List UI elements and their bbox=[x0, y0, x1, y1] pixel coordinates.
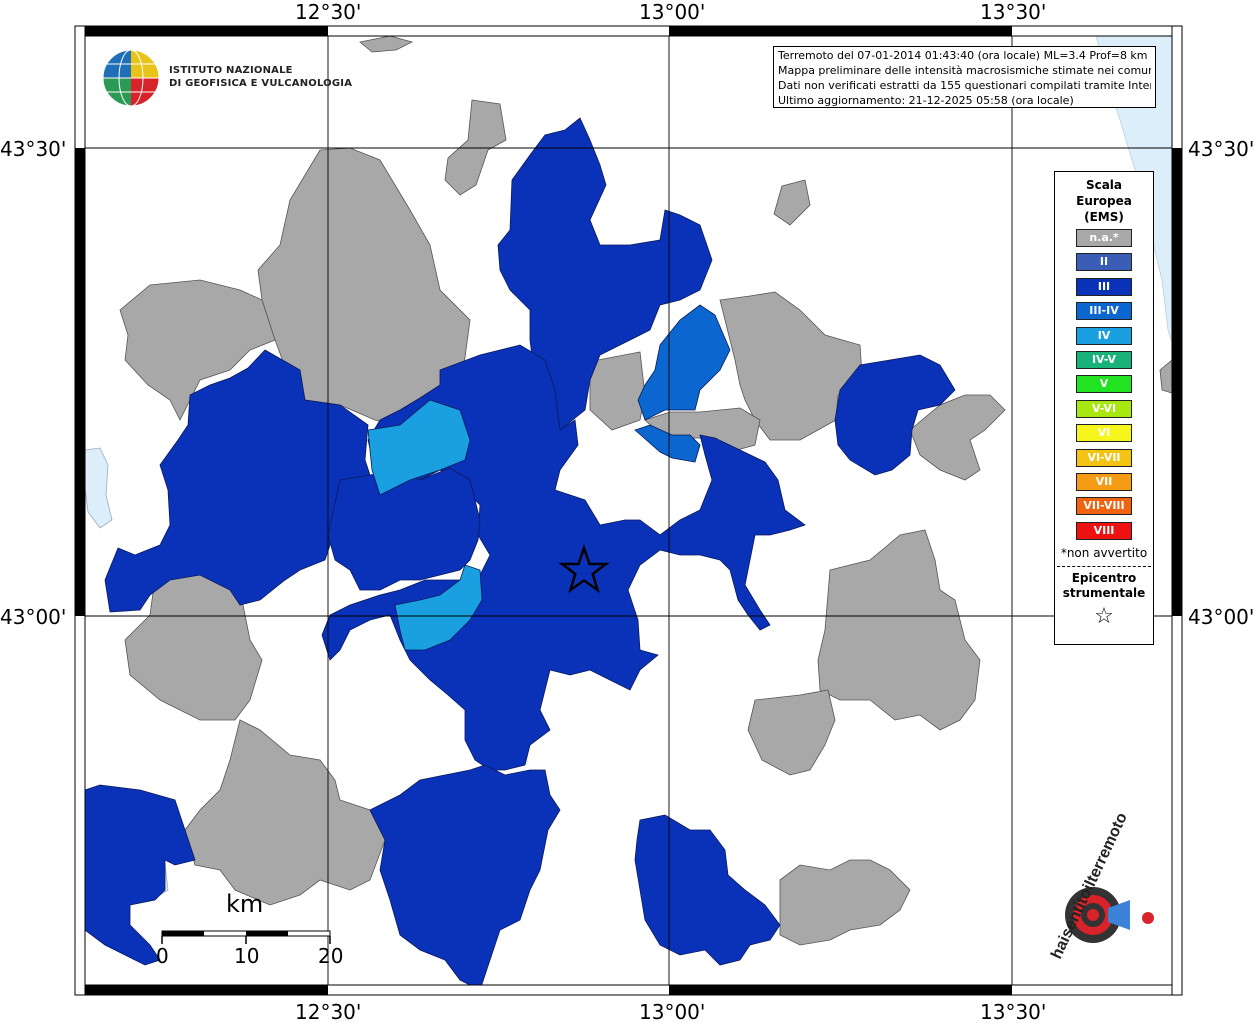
municipality-na bbox=[184, 719, 386, 906]
legend-epicenter-label: Epicentro strumentale bbox=[1055, 571, 1153, 601]
legend-item: VI-VII bbox=[1076, 448, 1132, 467]
lon-label-top: 13°00' bbox=[639, 0, 706, 24]
legend-epicenter-line: Epicentro bbox=[1071, 571, 1137, 586]
lon-label-bottom: 13°00' bbox=[639, 1000, 706, 1024]
municipality-iii-iv bbox=[637, 304, 731, 421]
lon-label-bottom: 12°30' bbox=[295, 1000, 362, 1024]
municipality-iii bbox=[497, 117, 713, 431]
scale-tick-label: 10 bbox=[234, 944, 260, 968]
legend-note: *non avvertito bbox=[1060, 546, 1148, 561]
municipalities-not-felt bbox=[119, 35, 1179, 946]
legend-items: n.a.* II III III-IV IV IV-V V V-VI VI VI-VII VII VI… bbox=[1055, 229, 1153, 540]
legend-item: II bbox=[1076, 253, 1132, 272]
municipalities-intensity-iv bbox=[367, 399, 483, 651]
ems-legend: Scala Europea (EMS) n.a.* II III III-IV IV IV… bbox=[1054, 171, 1154, 645]
lon-label-top: 12°30' bbox=[295, 0, 362, 24]
municipality-na bbox=[909, 394, 1006, 481]
scale-bar bbox=[161, 930, 331, 944]
coordinate-grid bbox=[75, 26, 1182, 995]
municipality-iii bbox=[369, 764, 561, 991]
municipality-na bbox=[359, 35, 414, 53]
municipality-na bbox=[119, 279, 276, 421]
municipality-iii bbox=[327, 467, 481, 591]
legend-item: V-VI bbox=[1076, 399, 1132, 418]
scale-unit: km bbox=[226, 890, 264, 918]
municipality-na bbox=[773, 179, 811, 226]
legend-title: Scala Europea (EMS) bbox=[1055, 177, 1153, 225]
lat-label-left: 43°30' bbox=[0, 137, 67, 161]
ingv-logo-line: ISTITUTO NAZIONALE bbox=[169, 65, 293, 76]
scale-tick-label: 20 bbox=[318, 944, 344, 968]
municipality-na bbox=[747, 689, 836, 776]
municipality-na bbox=[589, 351, 646, 431]
legend-item: III bbox=[1076, 277, 1132, 296]
legend-item: IV-V bbox=[1076, 350, 1132, 369]
municipalities-intensity-iii-iv bbox=[634, 304, 731, 463]
legend-item: n.a.* bbox=[1076, 229, 1132, 247]
legend-title-line: (EMS) bbox=[1084, 210, 1124, 224]
lat-label-left: 43°00' bbox=[0, 605, 67, 629]
ingv-logo-text: ISTITUTO NAZIONALE DI GEOFISICA E VULCAN… bbox=[169, 64, 352, 90]
event-info-line: Terremoto del 07-01-2014 01:43:40 (ora l… bbox=[778, 49, 1148, 62]
legend-star-icon: ☆ bbox=[1094, 604, 1114, 630]
ingv-logo-icon bbox=[102, 49, 160, 107]
municipality-iii bbox=[84, 784, 196, 966]
municipality-na bbox=[779, 859, 911, 946]
ingv-logo-line: DI GEOFISICA E VULCANOLOGIA bbox=[169, 78, 353, 89]
legend-item: V bbox=[1076, 375, 1132, 394]
event-info-line: Ultimo aggiornamento: 21-12-2025 05:58 (… bbox=[778, 94, 1074, 107]
frame-ticks bbox=[74, 25, 1183, 996]
legend-item: III-IV bbox=[1076, 302, 1132, 321]
legend-epicenter-line: strumentale bbox=[1062, 586, 1146, 601]
legend-item: IV bbox=[1076, 326, 1132, 345]
legend-item: VII bbox=[1076, 472, 1132, 491]
lon-label-bottom: 13°30' bbox=[980, 1000, 1047, 1024]
event-info-box: Terremoto del 07-01-2014 01:43:40 (ora l… bbox=[773, 46, 1156, 108]
event-info-line: Mappa preliminare delle intensità macros… bbox=[778, 64, 1151, 77]
scale-tick-label: 0 bbox=[156, 944, 169, 968]
legend-item: VII-VIII bbox=[1076, 497, 1132, 516]
municipality-iv bbox=[394, 564, 483, 651]
lon-label-top: 13°30' bbox=[980, 0, 1047, 24]
municipality-iv bbox=[367, 399, 471, 496]
lat-label-right: 43°00' bbox=[1188, 605, 1255, 629]
municipality-iii bbox=[634, 814, 781, 966]
legend-title-line: Europea bbox=[1076, 194, 1132, 208]
event-info-line: Dati non verificati estratti da 155 ques… bbox=[778, 79, 1151, 92]
municipality-iii-iv bbox=[634, 424, 701, 463]
legend-divider bbox=[1057, 566, 1151, 568]
legend-item: VI bbox=[1076, 424, 1132, 443]
legend-item: VIII bbox=[1076, 521, 1132, 540]
lat-label-right: 43°30' bbox=[1188, 137, 1255, 161]
epicenter-star-icon bbox=[558, 544, 610, 594]
municipality-iii bbox=[834, 354, 956, 476]
legend-title-line: Scala bbox=[1085, 178, 1123, 192]
municipality-na bbox=[444, 99, 507, 196]
